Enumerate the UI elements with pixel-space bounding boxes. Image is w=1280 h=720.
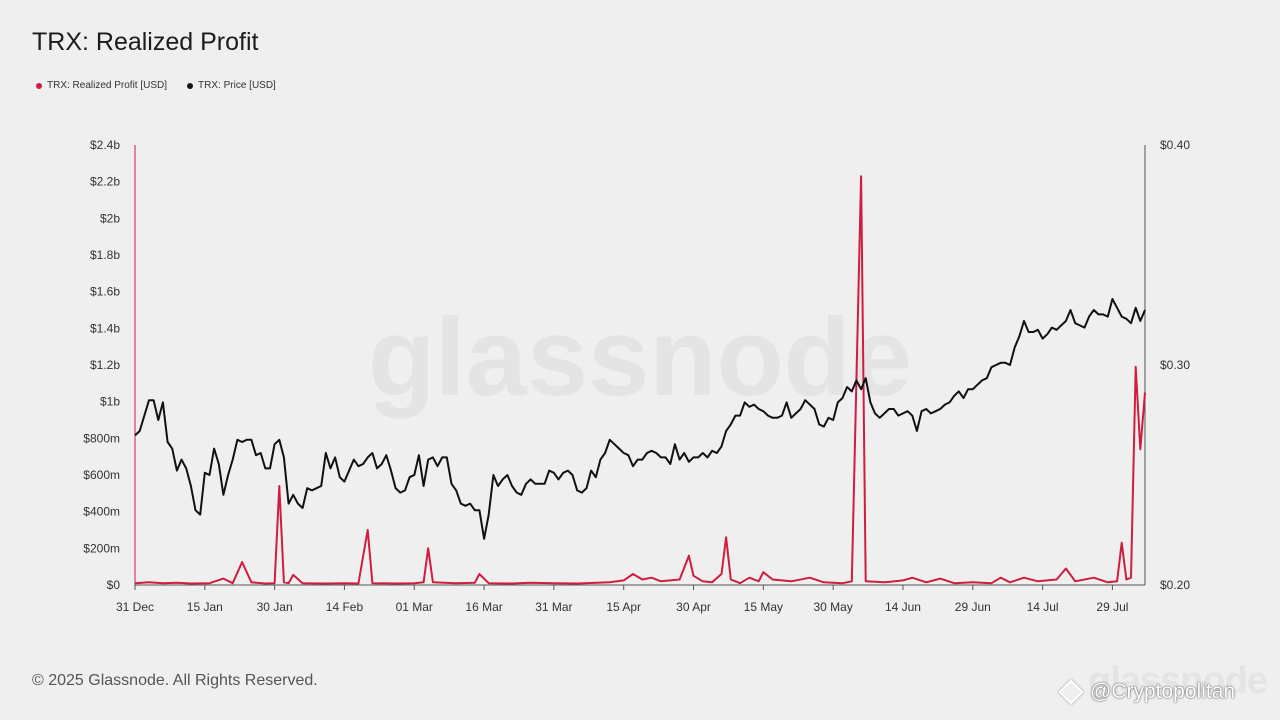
y-left-tick-label: $2.2b xyxy=(90,175,120,189)
source-tag: @Cryptopolitan xyxy=(1058,679,1236,705)
y-left-tick-label: $2.4b xyxy=(90,138,120,152)
x-tick-label: 15 May xyxy=(744,600,783,614)
legend-label-realized-profit: TRX: Realized Profit [USD] xyxy=(47,80,168,91)
x-tick-label: 14 Jul xyxy=(1027,600,1059,614)
x-tick-label: 01 Mar xyxy=(396,600,433,614)
y-right-tick-label: $0.30 xyxy=(1160,358,1190,372)
y-left-tick-label: $1.2b xyxy=(90,358,120,372)
x-tick-label: 30 Jan xyxy=(257,600,293,614)
legend-item-realized-profit[interactable]: TRX: Realized Profit [USD] xyxy=(36,80,167,91)
axes: $0 $200m $400m $600m $800m $1b $1.2b $1.4b $1.6b… xyxy=(83,138,1190,614)
watermark: glassnode xyxy=(368,296,912,419)
x-tick-label: 31 Mar xyxy=(535,600,572,614)
legend-label-price: TRX: Price [USD] xyxy=(198,80,276,91)
x-tick-label: 14 Jun xyxy=(885,600,921,614)
x-tick-label: 29 Jul xyxy=(1096,600,1128,614)
copyright-footer: © 2025 Glassnode. All Rights Reserved. xyxy=(32,672,318,689)
y-left-tick-label: $0 xyxy=(107,578,121,592)
y-left-tick-label: $1.8b xyxy=(90,248,120,262)
series-line-price xyxy=(134,298,1146,540)
x-tick-label: 30 May xyxy=(813,600,852,614)
legend-swatch-price xyxy=(187,82,194,89)
x-tick-label: 14 Feb xyxy=(326,600,364,614)
footer-logo: glassnode xyxy=(1088,660,1268,702)
y-left-tick-label: $1b xyxy=(100,395,120,409)
y-left-tick-label: $200m xyxy=(83,541,120,555)
y-left-tick-label: $400m xyxy=(83,505,120,519)
y-right-tick-label: $0.40 xyxy=(1160,138,1190,152)
source-tag-label: @Cryptopolitan xyxy=(1090,680,1236,703)
binance-icon xyxy=(1058,679,1084,705)
legend-item-price[interactable]: TRX: Price [USD] xyxy=(187,80,276,91)
legend-swatch-realized-profit xyxy=(36,82,42,89)
x-tick-label: 30 Apr xyxy=(676,600,711,614)
y-right-tick-label: $0.20 xyxy=(1160,578,1190,592)
x-tick-label: 16 Mar xyxy=(465,600,502,614)
x-tick-label: 29 Jun xyxy=(955,600,991,614)
x-tick-label: 31 Dec xyxy=(116,600,154,614)
y-left-tick-label: $2b xyxy=(100,211,120,225)
chart-title: TRX: Realized Profit xyxy=(32,28,259,56)
y-left-tick-label: $1.4b xyxy=(90,321,120,335)
y-left-tick-label: $800m xyxy=(83,431,120,445)
y-left-tick-label: $1.6b xyxy=(90,285,120,299)
x-tick-label: 15 Apr xyxy=(606,600,641,614)
legend: TRX: Realized Profit [USD] TRX: Price [U… xyxy=(36,80,276,91)
x-tick-label: 15 Jan xyxy=(187,600,223,614)
series-layer xyxy=(134,175,1146,585)
y-left-tick-label: $600m xyxy=(83,468,120,482)
series-line-realized-profit xyxy=(134,175,1146,585)
